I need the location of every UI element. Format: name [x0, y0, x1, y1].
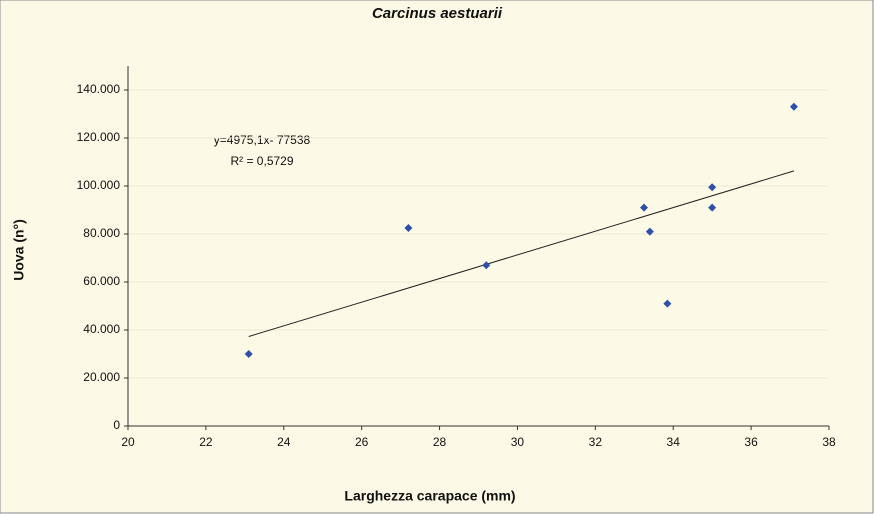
x-tick-label: 34 — [667, 435, 681, 449]
x-axis-label: Larghezza carapace (mm) — [344, 488, 515, 504]
data-point — [708, 183, 717, 192]
y-tick-label: 60.000 — [83, 274, 120, 288]
y-tick-label: 20.000 — [83, 370, 120, 384]
data-point — [645, 227, 654, 236]
y-axis-label: Uova (n°) — [11, 219, 27, 281]
x-tick-label: 26 — [355, 435, 369, 449]
x-tick-label: 36 — [744, 435, 758, 449]
x-tick-label: 32 — [589, 435, 603, 449]
data-point — [404, 224, 413, 232]
x-tick-label: 24 — [277, 435, 291, 449]
equation: y=4975,1x- 77538 — [214, 133, 311, 147]
chart-title: Carcinus aestuarii — [372, 5, 503, 22]
data-point — [789, 102, 798, 111]
data-point — [482, 261, 491, 270]
x-tick-label: 28 — [433, 435, 447, 449]
trendline — [248, 170, 795, 337]
x-tick-label: 20 — [121, 435, 135, 449]
x-tick-label: 38 — [822, 435, 836, 449]
y-tick-label: 80.000 — [83, 226, 120, 240]
data-point — [640, 203, 649, 212]
x-tick-label: 22 — [199, 435, 213, 449]
y-tick-label: 140.000 — [77, 82, 121, 96]
y-tick-label: 120.000 — [77, 130, 121, 144]
y-tick-label: 0 — [113, 418, 120, 432]
r-squared: R² = 0,5729 — [230, 154, 293, 168]
data-point — [663, 299, 672, 308]
data-point — [244, 350, 253, 358]
y-tick-label: 100.000 — [77, 178, 121, 192]
data-point — [708, 203, 717, 212]
x-tick-label: 30 — [511, 435, 525, 449]
y-tick-label: 40.000 — [83, 322, 120, 336]
